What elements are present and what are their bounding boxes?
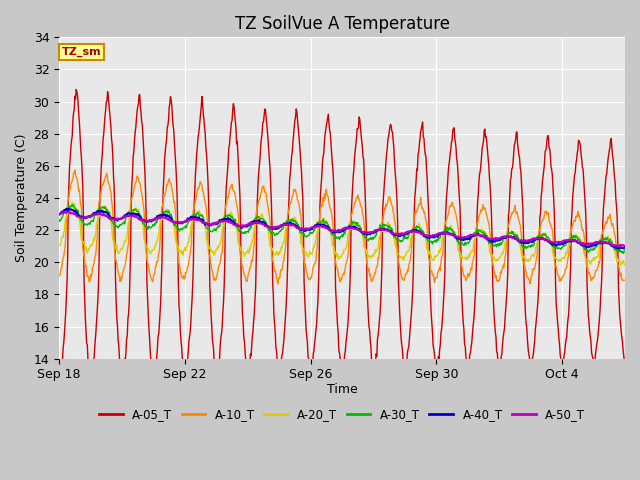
A-10_T	[274, 281, 282, 287]
A-40_T	[292, 222, 300, 228]
A-10_T	[76, 196, 84, 202]
A-30_T	[620, 251, 628, 256]
A-20_T	[376, 232, 384, 238]
A-40_T	[63, 206, 70, 212]
A-20_T	[76, 220, 84, 226]
A-05_T	[621, 358, 628, 364]
A-20_T	[621, 262, 628, 267]
A-20_T	[513, 233, 520, 239]
A-50_T	[76, 215, 84, 220]
A-05_T	[87, 391, 95, 396]
Line: A-20_T: A-20_T	[59, 203, 625, 265]
A-05_T	[189, 261, 197, 266]
A-50_T	[189, 216, 196, 222]
A-40_T	[262, 221, 269, 227]
A-30_T	[68, 202, 76, 208]
A-30_T	[292, 218, 300, 224]
Line: A-30_T: A-30_T	[59, 205, 625, 253]
A-50_T	[65, 209, 73, 215]
Legend: A-05_T, A-10_T, A-20_T, A-30_T, A-40_T, A-50_T: A-05_T, A-10_T, A-20_T, A-30_T, A-40_T, …	[94, 403, 590, 426]
A-10_T	[513, 209, 521, 215]
Y-axis label: Soil Temperature (C): Soil Temperature (C)	[15, 134, 28, 262]
A-30_T	[189, 214, 196, 219]
Line: A-10_T: A-10_T	[59, 170, 625, 284]
A-30_T	[621, 247, 628, 253]
A-30_T	[513, 234, 520, 240]
A-30_T	[55, 217, 63, 223]
A-10_T	[621, 277, 628, 283]
A-20_T	[292, 220, 300, 226]
A-05_T	[292, 106, 300, 112]
A-50_T	[262, 223, 269, 228]
A-40_T	[189, 215, 196, 221]
A-40_T	[376, 227, 384, 233]
Line: A-05_T: A-05_T	[59, 89, 625, 394]
A-05_T	[262, 114, 270, 120]
A-05_T	[76, 133, 84, 139]
A-30_T	[376, 222, 384, 228]
Line: A-50_T: A-50_T	[59, 212, 625, 246]
A-20_T	[262, 219, 269, 225]
A-20_T	[55, 243, 63, 249]
A-30_T	[262, 219, 269, 225]
A-40_T	[76, 214, 84, 219]
Title: TZ SoilVue A Temperature: TZ SoilVue A Temperature	[235, 15, 449, 33]
A-20_T	[189, 219, 196, 225]
A-20_T	[68, 200, 76, 205]
A-10_T	[377, 231, 385, 237]
A-05_T	[377, 298, 385, 304]
A-40_T	[55, 211, 63, 217]
A-50_T	[292, 224, 300, 229]
A-50_T	[376, 226, 384, 232]
A-50_T	[513, 236, 520, 242]
A-40_T	[621, 245, 628, 251]
A-10_T	[71, 167, 79, 173]
A-10_T	[262, 189, 269, 195]
A-20_T	[617, 262, 625, 268]
A-10_T	[292, 191, 300, 196]
A-50_T	[621, 243, 628, 249]
A-40_T	[614, 246, 622, 252]
A-05_T	[55, 384, 63, 389]
Line: A-40_T: A-40_T	[59, 209, 625, 249]
A-50_T	[613, 243, 621, 249]
A-40_T	[513, 235, 520, 241]
A-05_T	[513, 129, 521, 135]
A-30_T	[76, 215, 84, 221]
A-10_T	[189, 213, 196, 218]
A-50_T	[55, 212, 63, 217]
Text: TZ_sm: TZ_sm	[62, 47, 102, 57]
X-axis label: Time: Time	[326, 383, 358, 396]
A-10_T	[55, 273, 63, 279]
A-05_T	[72, 86, 80, 92]
